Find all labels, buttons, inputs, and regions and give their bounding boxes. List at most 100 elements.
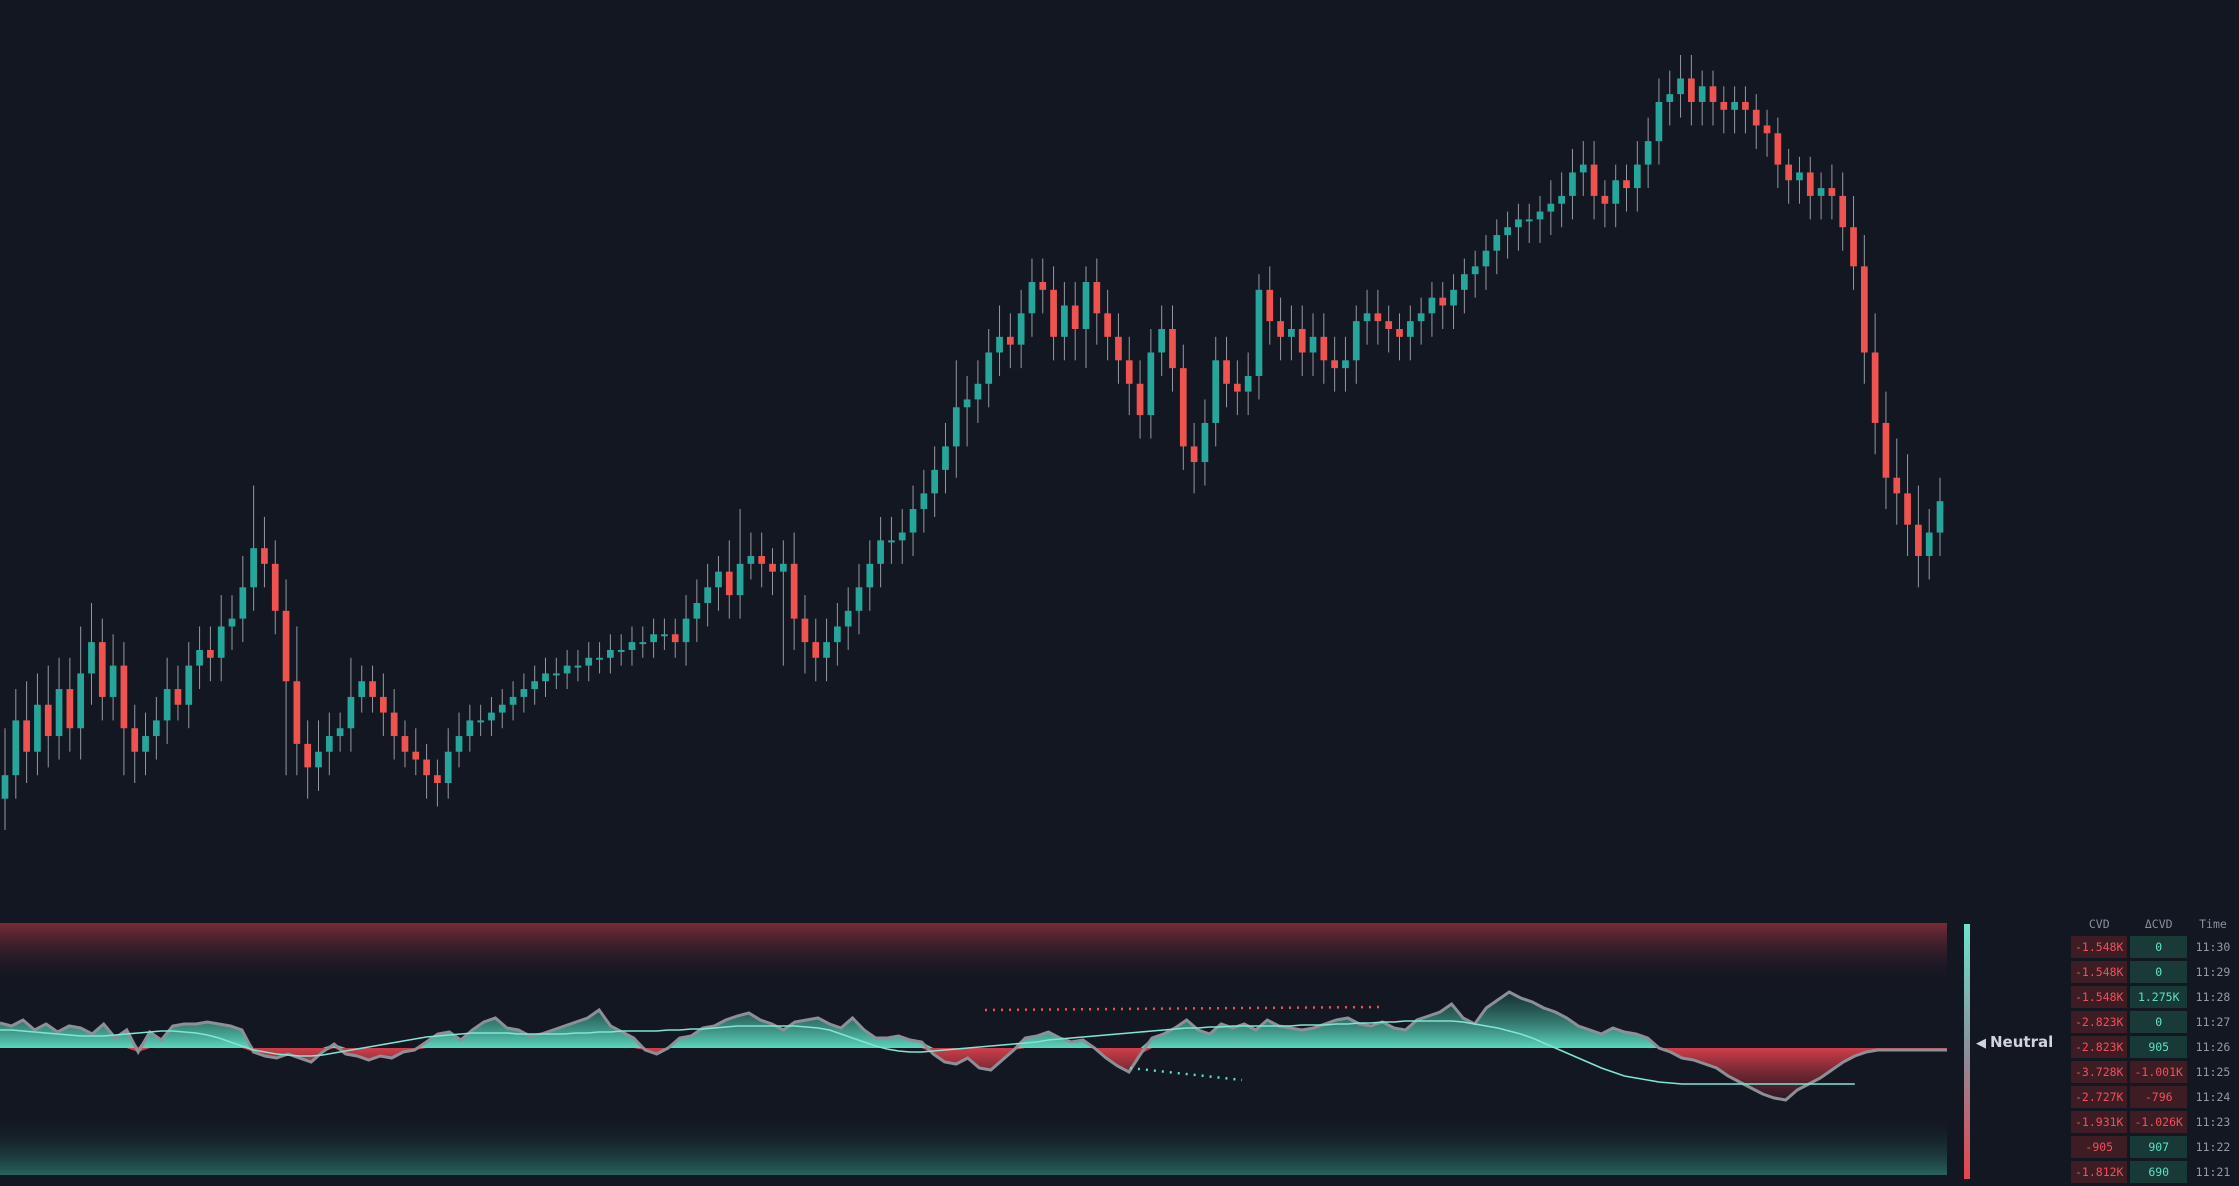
candle-body bbox=[1871, 352, 1879, 423]
table-header-row: CVD ΔCVD Time bbox=[2071, 915, 2236, 933]
candle-body bbox=[1720, 101, 1728, 110]
candle-body bbox=[304, 743, 312, 768]
cvd-cell: -1.931K bbox=[2071, 1111, 2128, 1133]
candle-body bbox=[23, 720, 30, 752]
candle-body bbox=[801, 618, 809, 643]
candle-body bbox=[1363, 313, 1371, 322]
candle-body bbox=[1461, 274, 1468, 290]
cvd-oscillator-panel bbox=[0, 923, 1947, 1175]
candle-body bbox=[585, 657, 593, 666]
candle-body bbox=[1028, 282, 1036, 314]
header-delta-cvd: ΔCVD bbox=[2144, 917, 2173, 931]
candle-body bbox=[1147, 352, 1155, 416]
candle-body bbox=[336, 728, 344, 737]
header-time: Time bbox=[2199, 917, 2227, 931]
candle-body bbox=[1266, 289, 1274, 322]
candle-body bbox=[552, 673, 560, 676]
candle-body bbox=[185, 665, 193, 705]
candle-body bbox=[1774, 133, 1782, 165]
candle-body bbox=[1288, 328, 1295, 337]
candle-body bbox=[163, 689, 171, 721]
candle-body bbox=[98, 642, 106, 697]
candle-body bbox=[1, 775, 9, 799]
candle-body bbox=[1450, 289, 1457, 306]
time-cell: 11:30 bbox=[2195, 940, 2231, 954]
candle-body bbox=[1709, 86, 1717, 102]
candle-body bbox=[1309, 336, 1317, 353]
delta-cvd-cell: 905 bbox=[2130, 1036, 2187, 1058]
cvd-cell: -1.548K bbox=[2071, 936, 2128, 958]
candle-body bbox=[1212, 360, 1220, 423]
candle-body bbox=[66, 689, 74, 729]
candle-body bbox=[563, 665, 571, 674]
table-row: -2.727K -796 11:24 bbox=[2071, 1086, 2236, 1108]
candle-body bbox=[1688, 78, 1695, 102]
candle-body bbox=[1547, 203, 1555, 212]
candle-body bbox=[1893, 477, 1901, 494]
pointer-arrow-icon: ◀ bbox=[1976, 1036, 1986, 1051]
candle-body bbox=[736, 563, 744, 596]
candle-body bbox=[1179, 368, 1187, 447]
candle-body bbox=[1039, 282, 1047, 290]
candle-body bbox=[88, 642, 95, 674]
candle-body bbox=[1623, 180, 1630, 189]
cvd-cell: -905 bbox=[2071, 1136, 2128, 1158]
candle-body bbox=[996, 336, 1003, 353]
candle-body bbox=[898, 532, 906, 541]
candle-body bbox=[1525, 219, 1533, 222]
candle-body bbox=[1644, 141, 1652, 165]
candle-body bbox=[682, 618, 690, 643]
candle-body bbox=[1828, 188, 1836, 196]
candle-body bbox=[1882, 422, 1890, 478]
candle-body bbox=[1558, 195, 1565, 204]
candle-body bbox=[963, 399, 971, 408]
cvd-cell: -2.727K bbox=[2071, 1086, 2128, 1108]
header-cvd: CVD bbox=[2088, 917, 2110, 931]
candle-body bbox=[1342, 360, 1349, 369]
candle-body bbox=[1374, 313, 1382, 322]
candle-body bbox=[1752, 109, 1760, 126]
table-row: -1.812K 690 11:21 bbox=[2071, 1161, 2236, 1183]
candle-body bbox=[1796, 172, 1803, 181]
candle-body bbox=[1406, 321, 1414, 337]
candle-body bbox=[1698, 86, 1706, 102]
candle-body bbox=[1666, 94, 1674, 102]
candle-body bbox=[1482, 250, 1490, 267]
candle-body bbox=[844, 610, 852, 627]
candle-body bbox=[1331, 360, 1338, 369]
candle-body bbox=[704, 587, 712, 603]
bullish-heat-band bbox=[0, 1115, 1947, 1175]
candle-body bbox=[1677, 78, 1684, 95]
candle-body bbox=[1169, 328, 1176, 369]
sentiment-gradient-bar bbox=[1964, 924, 1970, 1179]
candle-body bbox=[466, 720, 474, 737]
candle-body bbox=[1731, 101, 1738, 110]
candle-body bbox=[1050, 289, 1057, 337]
candle-body bbox=[942, 446, 949, 470]
candle-body bbox=[325, 736, 333, 752]
time-cell: 11:26 bbox=[2195, 1040, 2231, 1054]
candle-body bbox=[542, 673, 549, 682]
candle-body bbox=[174, 689, 182, 705]
candle-body bbox=[1471, 266, 1479, 275]
candle-body bbox=[261, 548, 268, 564]
candle-body bbox=[369, 681, 376, 697]
candle-body bbox=[34, 704, 41, 752]
time-cell: 11:28 bbox=[2195, 990, 2231, 1004]
delta-cvd-cell: 1.275K bbox=[2130, 986, 2187, 1008]
candle-body bbox=[1504, 227, 1511, 236]
price-candlestick-chart bbox=[1, 55, 1944, 830]
candle-body bbox=[985, 352, 993, 384]
candle-body bbox=[693, 602, 701, 619]
candle-body bbox=[1201, 422, 1209, 463]
candle-body bbox=[358, 681, 366, 697]
candle-body bbox=[1352, 321, 1360, 361]
cvd-cell: -1.812K bbox=[2071, 1161, 2128, 1183]
candle-body bbox=[1536, 211, 1544, 220]
candle-body bbox=[1190, 446, 1198, 463]
delta-cvd-cell: 0 bbox=[2130, 936, 2187, 958]
cvd-table: CVD ΔCVD Time -1.548K 0 11:30 -1.548K 0 11:29… bbox=[2068, 912, 2239, 1186]
candle-body bbox=[293, 681, 301, 744]
candle-body bbox=[152, 720, 160, 737]
candle-body bbox=[715, 571, 722, 588]
